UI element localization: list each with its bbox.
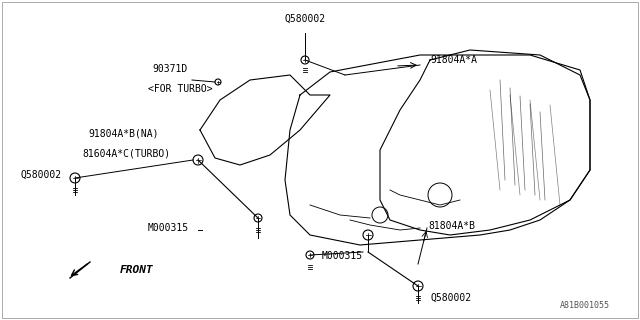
Text: FRONT: FRONT (120, 265, 154, 275)
Text: 81604A*C(TURBO): 81604A*C(TURBO) (82, 148, 170, 158)
Text: Q580002: Q580002 (284, 14, 326, 24)
Text: M000315: M000315 (322, 251, 363, 261)
Text: 91804A*B(NA): 91804A*B(NA) (88, 128, 159, 138)
Text: 91804A*A: 91804A*A (430, 55, 477, 65)
Text: Q580002: Q580002 (430, 293, 471, 303)
Text: 81804A*B: 81804A*B (428, 221, 475, 231)
Text: M000315: M000315 (148, 223, 189, 233)
Text: 90371D: 90371D (152, 64, 188, 74)
Text: A81B001055: A81B001055 (560, 301, 610, 310)
Text: <FOR TURBO>: <FOR TURBO> (148, 84, 212, 94)
Text: Q580002: Q580002 (21, 170, 62, 180)
